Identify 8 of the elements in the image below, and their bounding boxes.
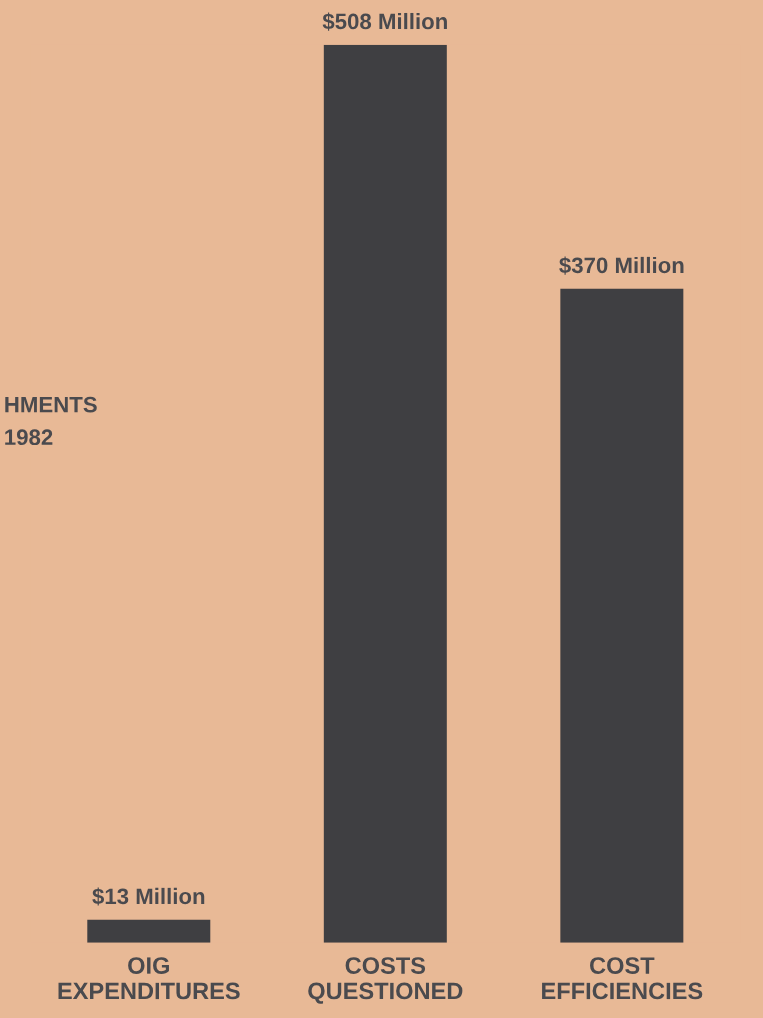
- annotation: 1982: [5, 429, 53, 446]
- x-tick-label: OIG EXPENDITURES: [58, 957, 240, 1000]
- data-label: $508 Million: [322, 12, 447, 31]
- data-label: $13 Million: [92, 887, 205, 906]
- x-tick-label: COST EFFICIENCIES: [542, 957, 703, 1000]
- x-tick-label: COSTS QUESTIONED: [308, 957, 463, 1004]
- annotation: HMENTS: [5, 396, 97, 413]
- data-label: $370 Million: [559, 256, 684, 275]
